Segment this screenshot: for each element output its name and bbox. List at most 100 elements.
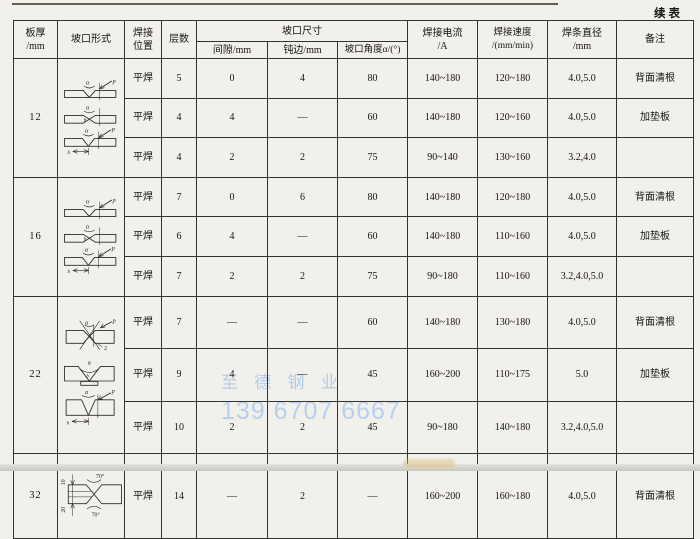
cell-layers: 4 <box>161 137 197 178</box>
alpha-label: α <box>86 81 90 87</box>
table-row: 22 α p 2 α b α p b 平焊 7— —60 140~180 130~180… <box>13 295 695 454</box>
header-blunt-edge: 钝边/mm <box>267 41 338 59</box>
groove-diagram-v-x-v: α p α b α p b <box>64 79 117 156</box>
cell-groove-angle: 45 <box>336 400 409 455</box>
table-row: 平焊 4 4—60 140~180 120~160 4.0,5.0 加垫板 <box>14 97 695 139</box>
alpha-label: α <box>85 320 89 326</box>
header-layers: 层数 <box>161 20 197 59</box>
p-label: p <box>112 79 116 85</box>
cell-thickness: 22 <box>13 296 58 454</box>
cell-weld-position: 平焊 <box>124 400 162 455</box>
p-label: p <box>111 389 115 395</box>
cell-groove-angle: 75 <box>336 137 409 178</box>
cell-weld-position: 平焊 <box>124 216 162 257</box>
cell-remark: 加垫板 <box>616 97 695 139</box>
groove-diagram-x-v-backing: α p 2 α b α p b <box>64 319 116 427</box>
cell-weld-position: 平焊 <box>124 137 162 178</box>
cell-layers: 5 <box>161 58 197 99</box>
alpha-label: α <box>88 361 92 367</box>
cell-weld-position: 平焊 <box>124 295 162 350</box>
welding-parameters-table: 板厚 /mm 坡口形式 焊接 位置 层数 坡口尺寸 焊接电流 /A 焊接速度 /… <box>13 20 695 539</box>
cell-electrode-diameter: 5.0 <box>547 348 618 402</box>
alpha-label: α <box>86 224 90 230</box>
continued-table-label: 续表 <box>654 8 683 20</box>
cell-blunt-edge: — <box>267 97 338 139</box>
cell-remark <box>616 400 695 455</box>
groove-diagram-x-70: 70° 70° 10 20 <box>61 473 122 519</box>
cell-blunt-edge: 2 <box>267 400 338 455</box>
header-remark: 备注 <box>616 20 695 59</box>
cell-groove-diagram: α p α b α p b <box>57 177 125 297</box>
alpha-label: α <box>86 105 90 111</box>
cell-gap: 2 <box>196 137 268 178</box>
cell-groove-angle: 60 <box>336 295 409 350</box>
cell-weld-position: 平焊 <box>124 176 162 218</box>
cell-speed: 140~180 <box>477 400 549 455</box>
header-groove-form: 坡口形式 <box>57 20 125 59</box>
header-speed: 焊接速度 /(mm/min) <box>477 20 549 59</box>
cell-remark: 背面清根 <box>616 295 695 350</box>
cell-groove-diagram: α p 2 α b α p b <box>57 296 125 454</box>
b-label: b <box>86 375 89 380</box>
cell-current: 90~180 <box>407 400 479 455</box>
cell-groove-angle: 80 <box>336 176 409 218</box>
header-thickness: 板厚 /mm <box>13 20 58 59</box>
cell-gap: — <box>196 295 268 350</box>
cell-layers: 7 <box>161 255 197 298</box>
cell-speed: 110~160 <box>477 216 549 257</box>
cell-speed: 120~180 <box>477 176 549 218</box>
alpha-label: α <box>86 200 90 206</box>
cell-electrode-diameter: 4.0,5.0 <box>547 295 618 350</box>
cell-electrode-diameter: 3.2,4.0 <box>547 137 618 178</box>
cell-gap: 0 <box>196 58 268 99</box>
table-row: 平焊 9 4—45 160~200 110~175 5.0 加垫板 <box>14 348 695 402</box>
cell-speed: 110~175 <box>477 348 549 402</box>
cell-current: 90~180 <box>407 255 479 298</box>
cell-groove-diagram: α p α b α p b <box>57 58 125 178</box>
cell-current: 140~180 <box>407 97 479 139</box>
cell-thickness: 12 <box>13 58 58 178</box>
b-label: b <box>84 118 87 123</box>
b-label: b <box>67 151 70 156</box>
cell-current: 140~180 <box>407 176 479 218</box>
header-row-1: 板厚 /mm 坡口形式 焊接 位置 层数 坡口尺寸 焊接电流 /A 焊接速度 /… <box>13 20 695 59</box>
cell-thickness: 16 <box>13 177 58 297</box>
upper-dim-label: 10 <box>61 479 67 485</box>
cell-electrode-diameter: 4.0,5.0 <box>547 176 618 218</box>
header-gap: 间隙/mm <box>196 41 268 59</box>
header-weld-position: 焊接 位置 <box>124 20 162 59</box>
cell-gap: 2 <box>196 400 268 455</box>
cell-blunt-edge: 4 <box>267 58 338 99</box>
cell-current: 140~180 <box>407 216 479 257</box>
cell-groove-angle: 60 <box>336 97 409 139</box>
cell-electrode-diameter: 4.0,5.0 <box>547 97 618 139</box>
groove-diagram-v-x-v: α p α b α p b <box>64 198 117 275</box>
cell-remark: 加垫板 <box>616 216 695 257</box>
cell-gap: 4 <box>196 97 268 139</box>
cell-electrode-diameter: 4.0,5.0 <box>547 216 618 257</box>
cell-weld-position: 平焊 <box>124 255 162 298</box>
header-groove-angle: 坡口角度α/(°) <box>336 41 409 59</box>
top-angle-label: 70° <box>96 473 105 480</box>
table-header: 板厚 /mm 坡口形式 焊接 位置 层数 坡口尺寸 焊接电流 /A 焊接速度 /… <box>13 20 695 59</box>
cell-groove-angle: 45 <box>336 348 409 402</box>
table-row: 12 α p α b α p b 平焊 5 0 4 80 140~180 120~180 4.… <box>13 58 695 178</box>
lower-dim-label: 20 <box>61 507 67 513</box>
cell-layers: 9 <box>161 348 197 402</box>
table-body: 12 α p α b α p b 平焊 5 0 4 80 140~180 120~180 4.… <box>13 58 695 539</box>
header-electrode-diameter: 焊条直径 /mm <box>547 20 618 59</box>
cell-layers: 7 <box>161 295 197 350</box>
cell-gap: 4 <box>196 348 268 402</box>
cell-speed: 120~180 <box>477 58 549 99</box>
cell-current: 140~180 <box>407 295 479 350</box>
cell-blunt-edge: 2 <box>267 255 338 298</box>
cell-blunt-edge: — <box>267 216 338 257</box>
cell-blunt-edge: 6 <box>267 176 338 218</box>
cell-blunt-edge: — <box>267 295 338 350</box>
table-row: 平焊 7 2 2 75 90~180 110~160 3.2,4.0,5.0 <box>14 255 695 298</box>
cell-gap: 2 <box>196 255 268 298</box>
cell-remark <box>616 255 695 298</box>
cell-current: 140~180 <box>407 58 479 99</box>
cell-remark: 加垫板 <box>616 348 695 402</box>
cell-weld-position: 平焊 <box>124 58 162 99</box>
